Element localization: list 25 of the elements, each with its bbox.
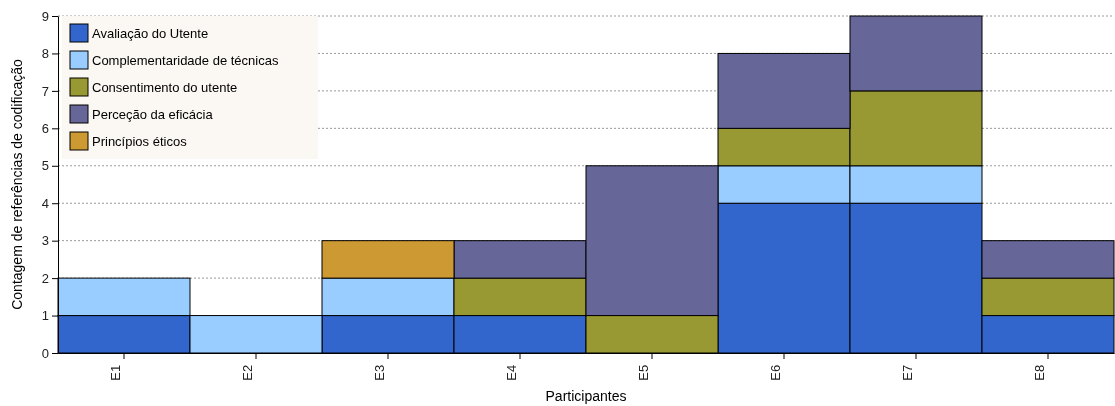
x-tick-label: E7 (900, 364, 916, 381)
x-tick-label: E6 (768, 364, 784, 381)
x-tick-label: E8 (1032, 364, 1048, 381)
y-tick-label: 3 (41, 233, 49, 249)
y-axis-title: Contagem de referências de codificação (9, 58, 25, 310)
x-tick-label: E3 (372, 364, 388, 381)
legend-label: Perceção da eficácia (92, 107, 214, 122)
x-tick-label: E4 (504, 364, 520, 381)
y-tick-label: 4 (41, 195, 49, 211)
x-axis-title: Participantes (545, 388, 627, 404)
y-tick-label: 9 (41, 8, 49, 24)
y-tick-label: 7 (41, 83, 49, 99)
x-tick-label: E5 (636, 364, 652, 381)
y-tick-label: 5 (41, 158, 49, 174)
y-tick-label: 6 (41, 120, 49, 136)
y-tick-label: 2 (41, 270, 49, 286)
y-tick-label: 0 (41, 345, 49, 361)
y-tick-label: 1 (41, 308, 49, 324)
y-tick-label: 8 (41, 46, 49, 62)
legend-label: Complementaridade de técnicas (92, 53, 279, 68)
legend-label: Princípios éticos (92, 134, 188, 149)
x-tick-label: E2 (240, 364, 256, 381)
legend-label: Avaliação do Utente (92, 26, 209, 41)
x-tick-label: E1 (108, 364, 124, 381)
legend-label: Consentimento do utente (92, 80, 238, 95)
